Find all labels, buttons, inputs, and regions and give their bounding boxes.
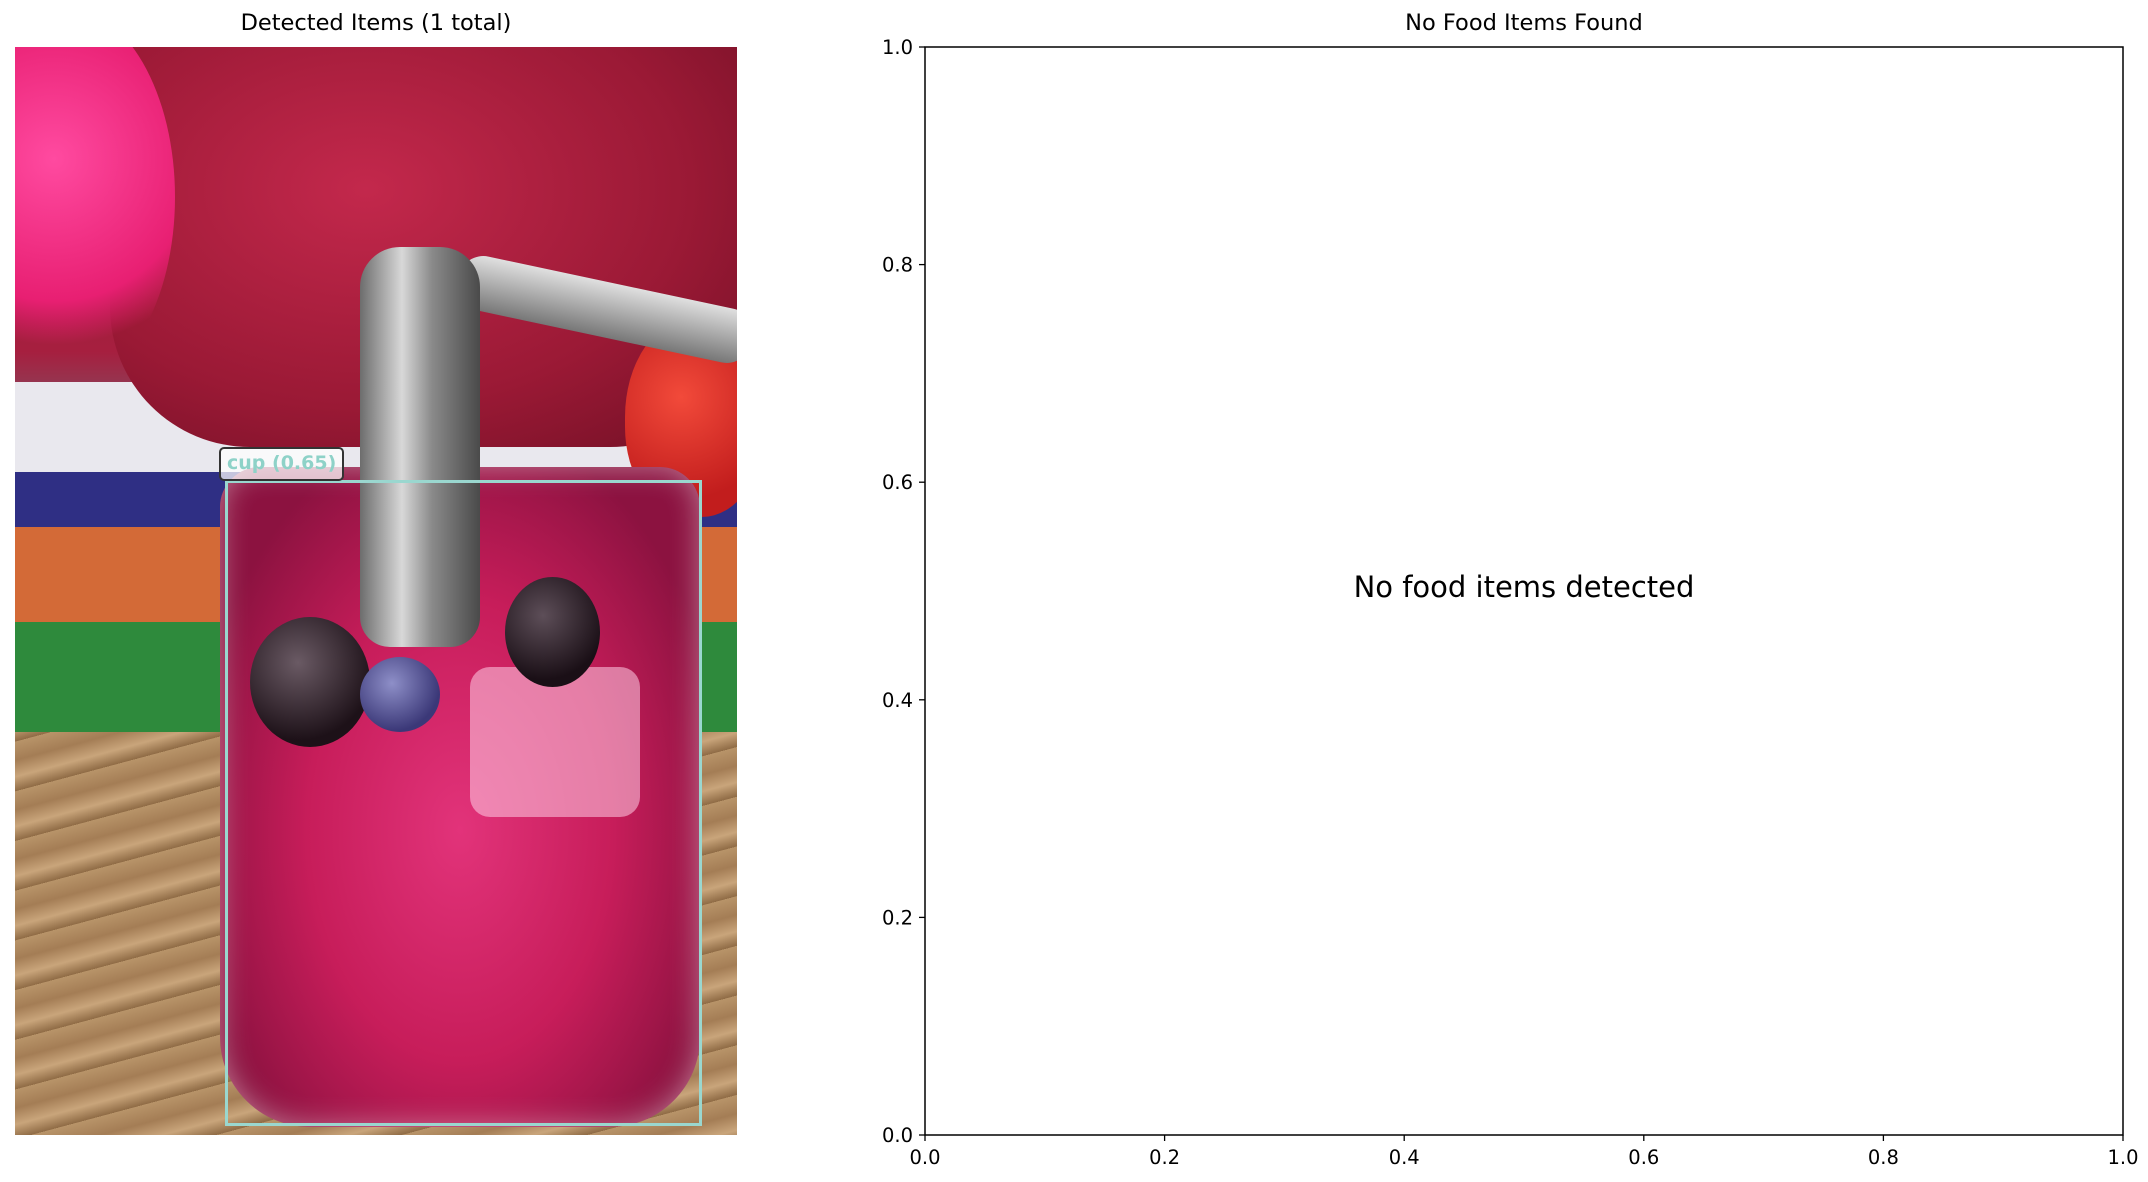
y-tick-label: 1.0 [882,36,913,59]
detection-label: cup (0.65) [219,447,345,481]
y-tick-label: 0.8 [882,254,913,277]
right-panel-title: No Food Items Found [1405,10,1643,36]
x-tick-label: 0.2 [1149,1146,1180,1169]
blackberry [250,617,370,747]
x-tick-label: 0.0 [909,1146,940,1169]
left-panel-title: Detected Items (1 total) [240,10,512,36]
tap-spout [360,247,480,647]
x-tick-label: 0.4 [1389,1146,1420,1169]
no-items-message: No food items detected [1353,570,1695,604]
y-tick-label: 0.0 [882,1124,913,1147]
x-tick-label: 0.6 [1628,1146,1659,1169]
blackberry [505,577,600,687]
blueberry [360,657,440,732]
x-tick-label: 0.8 [1868,1146,1899,1169]
y-tick-label: 0.2 [882,906,913,929]
detection-photo: cup (0.65) [15,47,737,1135]
axes-frame [924,46,2124,1136]
x-tick-label: 1.0 [2107,1146,2138,1169]
detection-bounding-box [225,480,702,1126]
ice-cube [470,667,640,817]
y-tick-label: 0.6 [882,471,913,494]
y-tick-label: 0.4 [882,689,913,712]
